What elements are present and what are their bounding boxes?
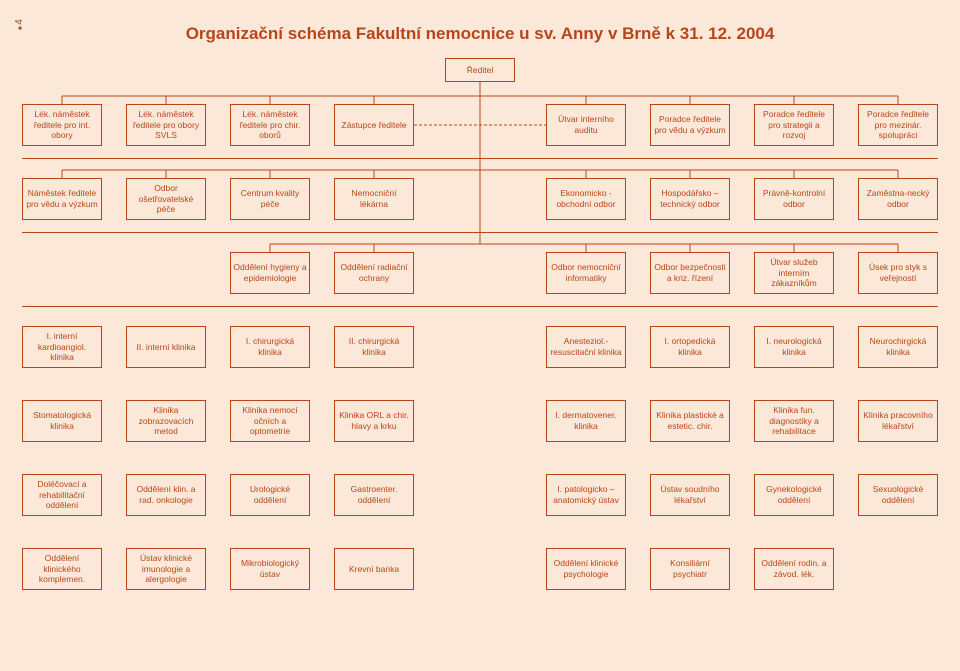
org-node: I. ortopedická klinika [650,326,730,368]
org-node: Doléčovací a rehabilitační oddělení [22,474,102,516]
node-director: Ředitel [445,58,515,82]
org-node: Zaměstna-necký odbor [858,178,938,220]
org-node: Urologické oddělení [230,474,310,516]
org-node: Klinika nemocí očních a optometrie [230,400,310,442]
org-node: Oddělení klinického komplemen. [22,548,102,590]
org-node: I. neurologická klinika [754,326,834,368]
org-node: Klinika plastické a estetic. chir. [650,400,730,442]
org-node: Lék. náměstek ředitele pro obory SVLS [126,104,206,146]
org-node: Ústav soudního lékařství [650,474,730,516]
org-node: Klinika fun. diagnostiky a rehabilitace [754,400,834,442]
org-node: Konsiliární psychiatr [650,548,730,590]
org-node: Právně-kontrolní odbor [754,178,834,220]
org-node: Klinika pracovního lékařství [858,400,938,442]
org-chart: Ředitel Lék. náměstek ředitele pro int. … [22,58,938,653]
org-node: Ústav klinické imunologie a alergologie [126,548,206,590]
org-node: II. interní klinika [126,326,206,368]
separator-3 [22,306,938,307]
org-node: I. dermatovener. klinika [546,400,626,442]
org-node: Poradce ředitele pro mezinár. spolupráci [858,104,938,146]
org-node: Poradce ředitele pro vědu a výzkum [650,104,730,146]
org-node: Odbor ošetřovatelské péče [126,178,206,220]
org-node: Mikrobiologický ústav [230,548,310,590]
org-node: Sexuologické oddělení [858,474,938,516]
org-node: Neurochirgická klinika [858,326,938,368]
org-node: Hospodářsko – technický odbor [650,178,730,220]
org-node: Odbor bezpečnosti a kriz. řízení [650,252,730,294]
org-node: Oddělení radiační ochrany [334,252,414,294]
org-node: Lék. náměstek ředitele pro chir. oborů [230,104,310,146]
org-node: Gynekologické oddělení [754,474,834,516]
org-node: Centrum kvality péče [230,178,310,220]
org-node: Ekonomicko - obchodní odbor [546,178,626,220]
org-node: Úsek pro styk s veřejností [858,252,938,294]
org-node: Oddělení rodin. a závod. lék. [754,548,834,590]
org-node: Oddělení klin. a rad. onkologie [126,474,206,516]
org-node: I. chirurgická klinika [230,326,310,368]
org-node: Oddělení klinické psychologie [546,548,626,590]
org-node: Krevní banka [334,548,414,590]
org-node: Klinika zobrazovacích metod [126,400,206,442]
org-node: I. patologicko – anatomický ústav [546,474,626,516]
org-node: Lék. náměstek ředitele pro int. obory [22,104,102,146]
separator-2 [22,232,938,233]
org-node: Klinika ORL a chir. hlavy a krku [334,400,414,442]
org-node: Anesteziol.-resuscitační klinika [546,326,626,368]
org-node: II. chirurgická klinika [334,326,414,368]
org-node: Oddělení hygieny a epidemiologie [230,252,310,294]
org-node: Odbor nemocniční informatiky [546,252,626,294]
separator-1 [22,158,938,159]
org-node: Útvar služeb interním zákazníkům [754,252,834,294]
org-node: Zástupce ředitele [334,104,414,146]
org-node: Gastroenter. oddělení [334,474,414,516]
page-title: Organizační schéma Fakultní nemocnice u … [0,24,960,44]
org-node: I. interní kardioangiol. klinika [22,326,102,368]
org-node: Náměstek ředitele pro vědu a výzkum [22,178,102,220]
org-node: Poradce ředitele pro strategii a rozvoj [754,104,834,146]
org-node: Stomatologická klinika [22,400,102,442]
org-node: Útvar interního auditu [546,104,626,146]
org-node: Nemocniční lékárna [334,178,414,220]
